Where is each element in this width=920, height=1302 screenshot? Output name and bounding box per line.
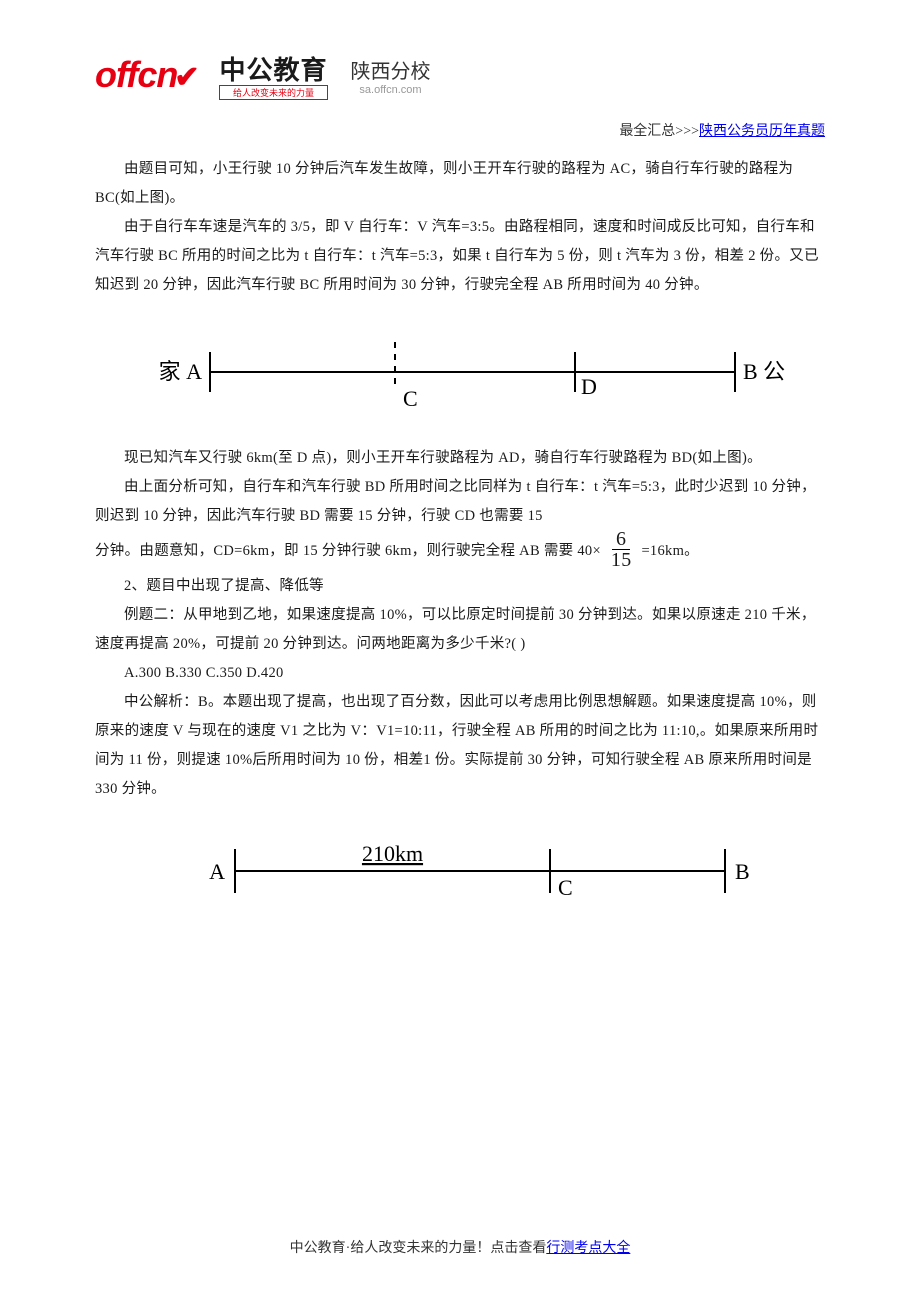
paragraph-with-fraction: 分钟。由题意知，CD=6km，即 15 分钟行驶 6km，则行驶完全程 AB 需… [95, 531, 825, 572]
page-header: off cn ✔ 中公教育 给人改变未来的力量 陕西分校 sa.offcn.co… [95, 50, 825, 100]
paragraph: 2、题目中出现了提高、降低等 [95, 572, 825, 601]
svg-text:C: C [558, 875, 573, 900]
content: 由题目可知，小王行驶 10 分钟后汽车发生故障，则小王开车行驶的路程为 AC，骑… [95, 155, 825, 916]
logo-zh-big: 中公教育 [219, 50, 327, 87]
logo-swoosh-icon: ✔ [174, 60, 199, 95]
svg-text:B 公司: B 公司 [743, 359, 785, 384]
footer-prefix: 中公教育·给人改变未来的力量！点击查看 [290, 1241, 547, 1256]
p5-before: 分钟。由题意知，CD=6km，即 15 分钟行驶 6km，则行驶完全程 AB 需… [95, 543, 601, 559]
svg-text:C: C [403, 386, 418, 411]
branch-url: sa.offcn.com [359, 84, 421, 96]
svg-text:家 A: 家 A [159, 359, 203, 384]
fraction-num: 6 [612, 529, 630, 550]
svg-text:A: A [209, 859, 225, 884]
p5-after: =16km。 [641, 543, 699, 559]
svg-text:B: B [735, 859, 750, 884]
logo-main: off cn ✔ [95, 54, 199, 96]
paragraph: 例题二：从甲地到乙地，如果速度提高 10%，可以比原定时间提前 30 分钟到达。… [95, 601, 825, 659]
paragraph: A.300 B.330 C.350 D.420 [95, 659, 825, 688]
diagram-acb: A B C 210km [165, 816, 755, 916]
branch-block: 陕西分校 sa.offcn.com [351, 55, 431, 96]
fraction-den: 15 [607, 550, 636, 570]
paragraph: 由上面分析可知，自行车和汽车行驶 BD 所用时间之比同样为 t 自行车：t 汽车… [95, 473, 825, 531]
page-footer: 中公教育·给人改变未来的力量！点击查看行测考点大全 [0, 1237, 920, 1257]
paragraph: 现已知汽车又行驶 6km(至 D 点)，则小王开车行驶路程为 AD，骑自行车行驶… [95, 444, 825, 473]
top-link-prefix: 最全汇总>>> [619, 124, 699, 139]
paragraph: 中公解析：B。本题出现了提高，也出现了百分数，因此可以考虑用比例思想解题。如果速… [95, 688, 825, 804]
top-link-bar: 最全汇总>>>陕西公务员历年真题 [95, 120, 825, 140]
paragraph: 由题目可知，小王行驶 10 分钟后汽车发生故障，则小王开车行驶的路程为 AC，骑… [95, 155, 825, 213]
logo-zh-small: 给人改变未来的力量 [219, 85, 327, 100]
diagram-acdb: 家 A B 公司 C D [135, 312, 785, 432]
top-link[interactable]: 陕西公务员历年真题 [699, 124, 825, 139]
footer-link[interactable]: 行测考点大全 [546, 1241, 630, 1256]
fraction: 6 15 [607, 529, 636, 570]
logo-off: off [95, 54, 137, 96]
logo-cn: cn [137, 54, 177, 96]
svg-text:210km: 210km [362, 841, 423, 866]
paragraph: 由于自行车车速是汽车的 3/5，即 V 自行车：V 汽车=3:5。由路程相同，速… [95, 213, 825, 300]
svg-text:D: D [581, 374, 597, 399]
branch-name: 陕西分校 [351, 55, 431, 84]
logo-chinese: 中公教育 给人改变未来的力量 [219, 50, 327, 100]
